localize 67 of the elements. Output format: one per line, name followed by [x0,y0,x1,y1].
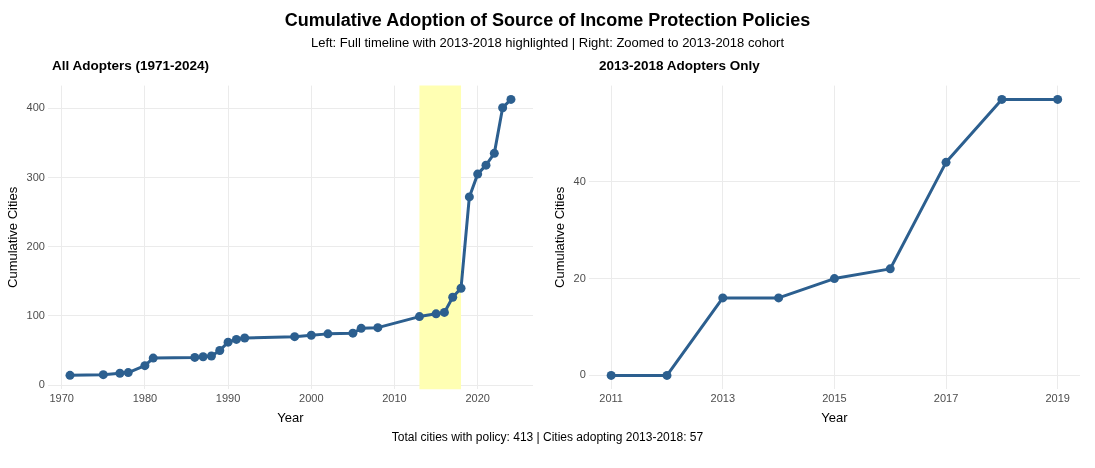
point [215,345,225,355]
x-tick-label: 2011 [599,391,623,404]
x-tick-label: 1970 [49,391,74,404]
point [323,329,333,339]
point [223,337,233,347]
point [498,103,508,113]
point [606,370,616,380]
x-tick-label: 2010 [382,391,407,404]
point [290,332,300,342]
point [414,312,424,322]
x-tick-label: 2017 [933,391,959,404]
x-axis-title: Year [821,409,849,425]
point [506,94,516,104]
point [348,328,358,338]
point [148,353,158,363]
y-tick-label: 200 [26,239,45,252]
y-tick-label: 40 [573,174,586,187]
y-tick-label: 20 [573,271,586,284]
chart-title: All Adopters (1971-2024) [51,58,211,75]
text: Left: Full timeline with 2013-2018 highlighted | Right: Zoomed to 2013-2018 cohort [309,35,786,50]
y-axis-title: Cumulative Cities [5,186,21,288]
point [123,368,133,378]
point [115,368,125,378]
x-tick-label: 1990 [215,391,241,404]
point [448,292,458,302]
point [489,148,499,158]
point [829,274,839,284]
point [1053,94,1063,104]
x-axis-title: Year [277,409,305,425]
x-tick-label: 2000 [299,391,324,404]
point [662,370,672,380]
x-tick-label: 1980 [132,391,158,404]
y-tick-label: 0 [579,368,586,381]
point [356,323,366,333]
x-tick-label: 2015 [822,391,847,404]
point [98,370,108,380]
y-axis-title: Cumulative Cities [552,186,568,288]
x-tick-label: 2020 [465,391,490,404]
x-tick-label: 2013 [710,391,736,404]
point [464,192,474,202]
point [997,94,1007,104]
point [774,293,784,303]
point [140,361,150,371]
point [231,334,241,344]
chart-title: 2013-2018 Adopters Only [598,58,761,75]
y-tick-label: 300 [26,170,45,183]
point [718,293,728,303]
point [456,283,466,293]
point [190,352,200,362]
point [473,169,483,179]
text: Cumulative Adoption of Source of Income Protection Policies [283,10,812,31]
point [65,370,75,380]
point [439,307,449,317]
point [240,333,250,343]
point [373,323,383,333]
y-tick-label: 400 [26,101,45,114]
point [198,352,208,362]
point [306,330,316,340]
point [941,157,951,167]
y-tick-label: 100 [26,308,45,321]
text: Total cities with policy: 413 | Cities adopting 2013-2018: 57 [390,430,705,444]
x-tick-label: 2019 [1045,391,1070,404]
y-tick-label: 0 [38,378,45,391]
point [481,160,491,170]
point [431,309,441,319]
point [885,264,895,274]
point [206,351,216,361]
